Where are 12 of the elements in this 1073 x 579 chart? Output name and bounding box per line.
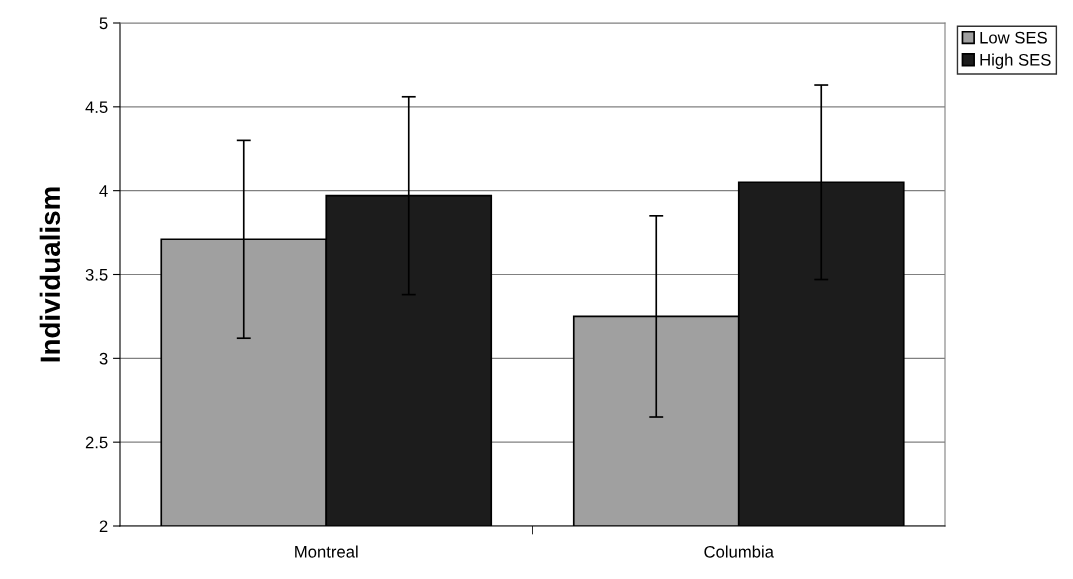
y-tick-label: 2	[99, 520, 108, 533]
y-tick-label: 2.5	[85, 436, 108, 449]
y-axis-title: Individualism	[39, 187, 61, 362]
y-tick-label: 4	[99, 185, 108, 197]
y-tick-label: 3	[99, 352, 108, 365]
y-tick-label: 4.5	[85, 101, 108, 114]
legend-label: High SES	[980, 53, 1051, 70]
x-tick-label: Columbia	[704, 545, 774, 558]
legend-label: Low SES	[980, 31, 1047, 44]
x-tick-label: Montreal	[295, 545, 358, 558]
y-tick-label: 3.5	[85, 268, 108, 281]
y-tick-label: 5	[99, 17, 108, 30]
